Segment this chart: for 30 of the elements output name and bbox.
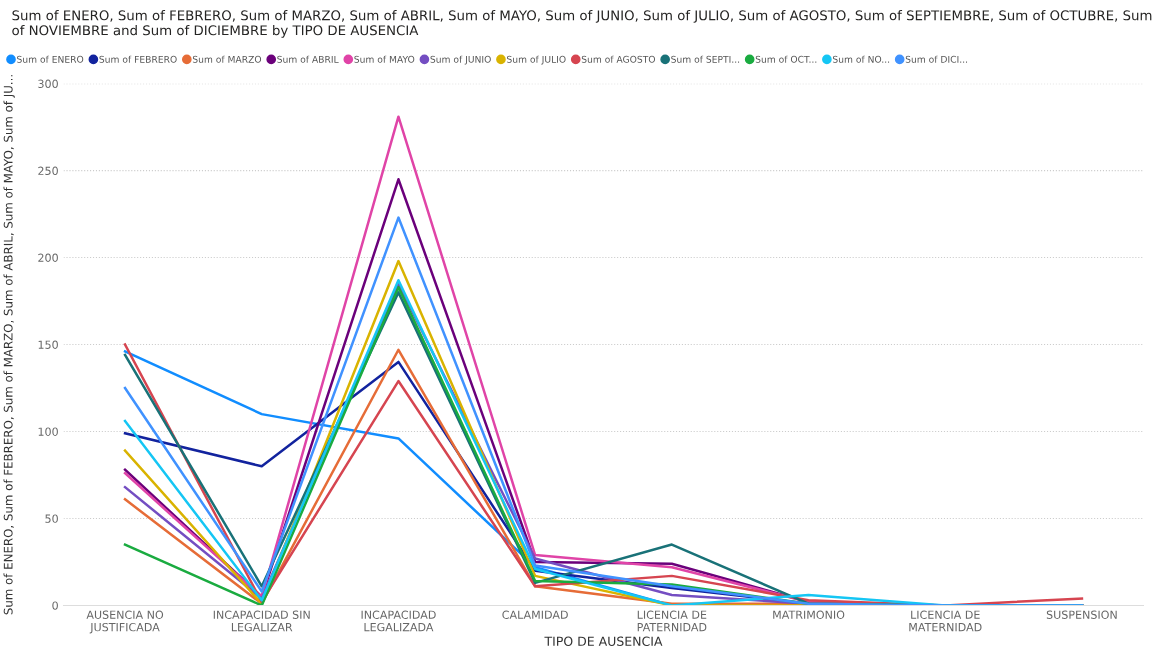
legend-label: Sum of ABRIL <box>277 55 339 63</box>
y-tick-label: 150 <box>38 340 58 349</box>
legend-label: Sum of NO... <box>832 55 890 63</box>
x-axis-title: TIPO DE AUSENCIA <box>544 636 663 646</box>
y-tick-label: 50 <box>45 514 58 523</box>
legend-label: Sum of MAYO <box>354 55 415 63</box>
x-tick-label: SUSPENSION <box>1046 610 1117 619</box>
x-tick-label: AUSENCIA NO JUSTIFICADA <box>86 610 164 634</box>
legend-label: Sum of SEPTI... <box>671 55 740 63</box>
y-tick-label: 300 <box>38 79 58 88</box>
x-tick-label: INCAPACIDAD LEGALIZADA <box>361 610 436 632</box>
y-tick-label: 0 <box>52 601 58 610</box>
legend-label: Sum of FEBRERO <box>99 55 177 63</box>
legend-label: Sum of DICI... <box>905 55 968 63</box>
legend-label: Sum of ENERO <box>17 55 84 63</box>
legend-label: Sum of AGOSTO <box>581 55 656 63</box>
legend-label: Sum of MARZO <box>192 55 262 63</box>
legend-label: Sum of JULIO <box>507 55 566 65</box>
x-tick-label: MATRIMONIO <box>773 610 845 619</box>
y-tick-label: 250 <box>38 166 58 175</box>
legend-label: Sum of JUNIO <box>430 55 491 65</box>
x-tick-label: INCAPACIDAD SIN LEGALIZAR <box>213 610 310 632</box>
x-tick-label: LICENCIA DE PATERNIDAD <box>637 610 707 632</box>
y-axis-title: Sum of ENERO, Sum of FEBRERO, Sum of MARZO, Sum of ABRIL, Sum of MAYO, Sum of JU... <box>3 75 15 615</box>
y-tick-label: 200 <box>38 253 58 262</box>
chart-title: Sum of ENERO, Sum of FEBRERO, Sum of MARZO, Sum of ABRIL, Sum of MAYO, Sum of JUNIO, Sum of JULIO, Sum of AGOSTO, Sum of SEPTIEMBRE, Sum of OCTUBRE, Sum of NOVIEMBRE and Sum of DICIEMBRE by TIPO DE AUSENCIA <box>12 10 1152 38</box>
y-tick-label: 100 <box>38 427 58 436</box>
x-tick-label: CALAMIDAD <box>502 610 568 619</box>
x-tick-label: LICENCIA DE MATERNIDAD <box>909 610 982 632</box>
legend-label: Sum of OCT... <box>755 55 817 63</box>
